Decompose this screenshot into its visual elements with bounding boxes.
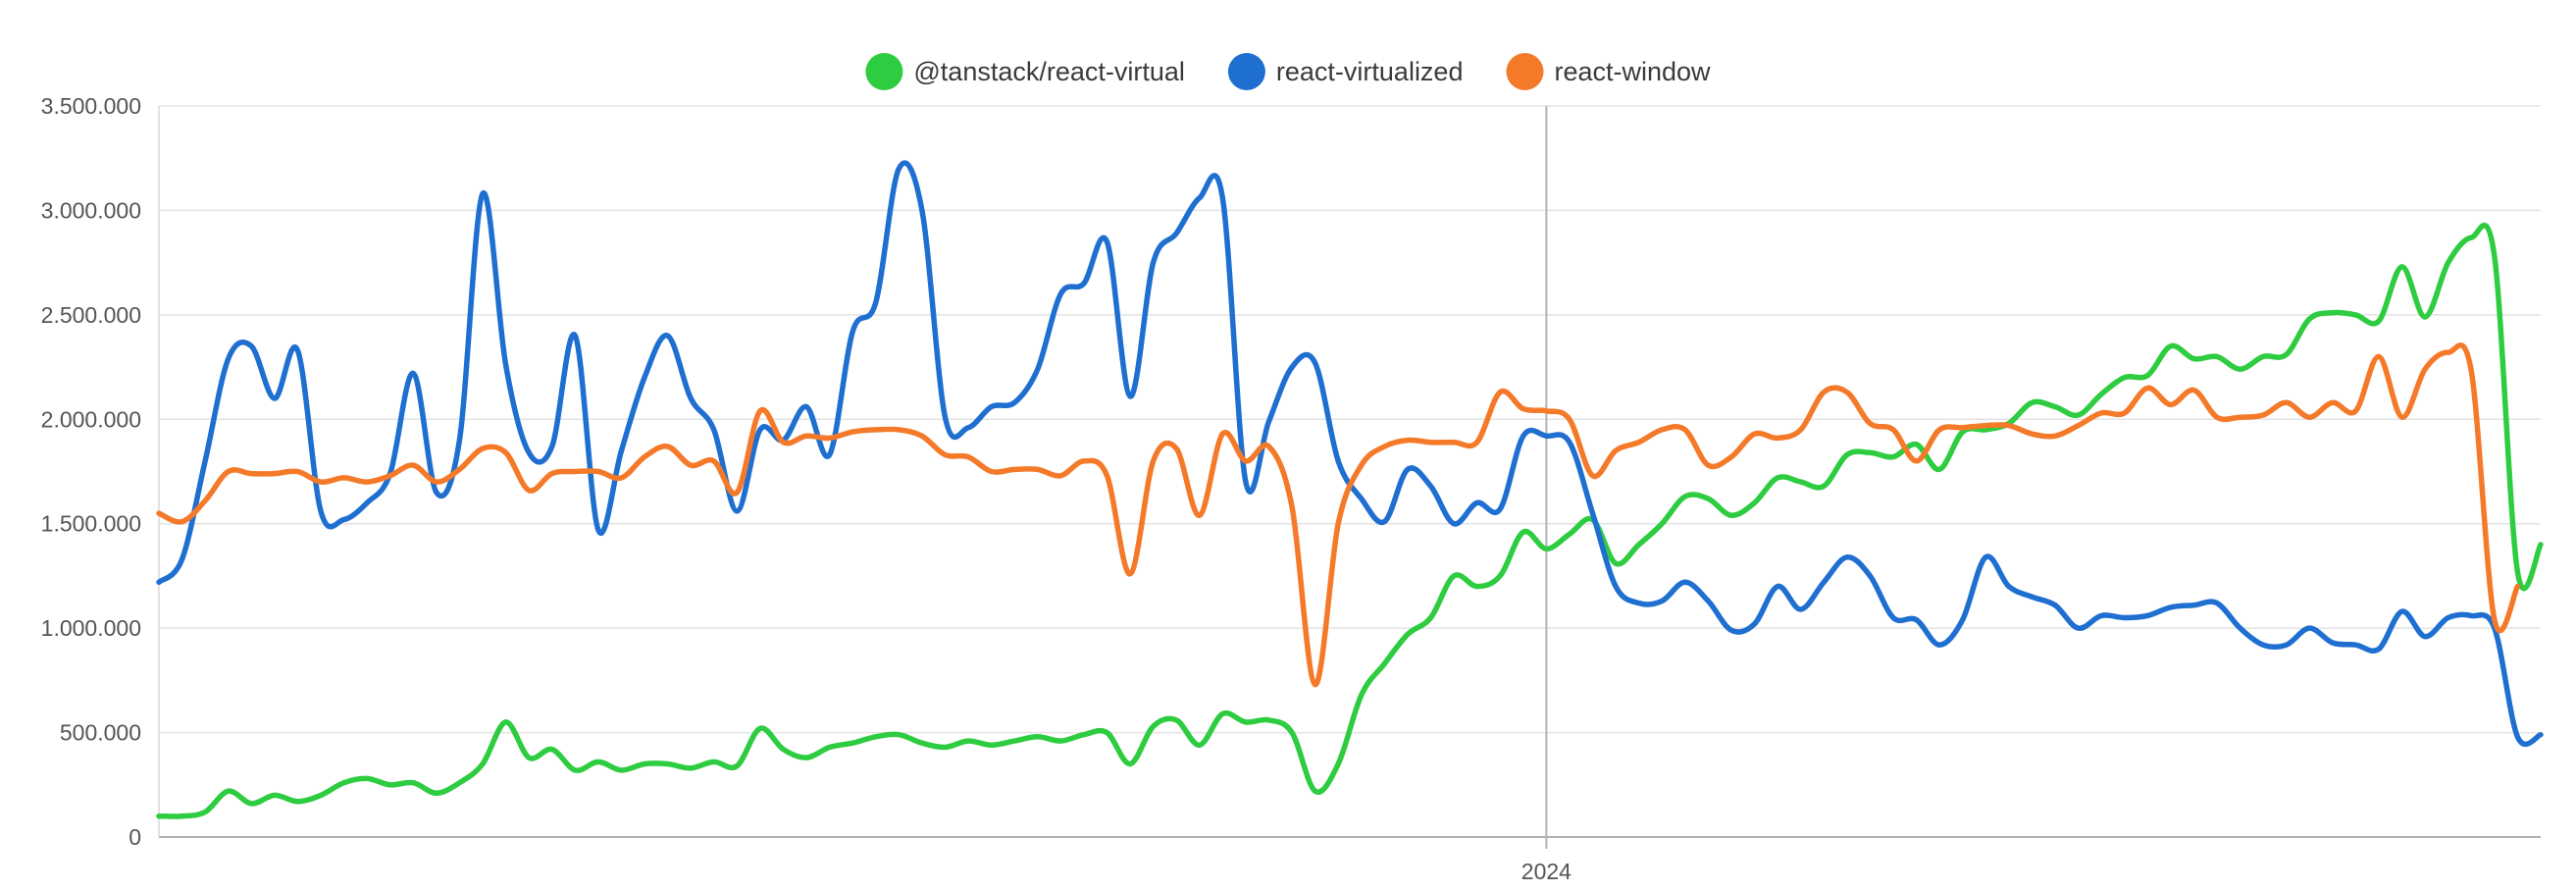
series-lines: [156, 160, 2544, 819]
y-tick-label: 500.000: [60, 720, 141, 746]
legend-label: react-window: [1555, 57, 1712, 86]
legend-item[interactable]: react-virtualized: [1227, 53, 1464, 90]
legend-item[interactable]: react-window: [1506, 53, 1712, 90]
legend-swatch-icon: [1227, 53, 1265, 90]
y-tick-label: 1.500.000: [41, 511, 141, 537]
y-tick-label: 3.000.000: [41, 197, 141, 223]
series-line-tanstack-react-virtual: [156, 222, 2544, 819]
legend-label: @tanstack/react-virtual: [913, 57, 1185, 86]
legend-swatch-icon: [865, 53, 903, 90]
y-axis-ticks: 0 500.000 1.000.000 1.500.000 2.000.000 2.500…: [41, 93, 141, 850]
x-tick-label: 2024: [1521, 859, 1571, 884]
legend-label: react-virtualized: [1276, 57, 1464, 86]
x-axis: 2024: [158, 106, 2541, 884]
y-tick-label: 1.000.000: [41, 615, 141, 641]
legend-item[interactable]: @tanstack/react-virtual: [865, 53, 1185, 90]
y-tick-label: 2.500.000: [41, 302, 141, 328]
y-tick-label: 0: [129, 824, 141, 850]
chart-legend[interactable]: @tanstack/react-virtual react-virtualized…: [865, 53, 1711, 90]
series-line-react-virtualized: [156, 160, 2544, 747]
series-line-react-window: [156, 342, 2521, 688]
legend-swatch-icon: [1506, 53, 1544, 90]
y-tick-label: 2.000.000: [41, 406, 141, 432]
y-tick-label: 3.500.000: [41, 93, 141, 119]
